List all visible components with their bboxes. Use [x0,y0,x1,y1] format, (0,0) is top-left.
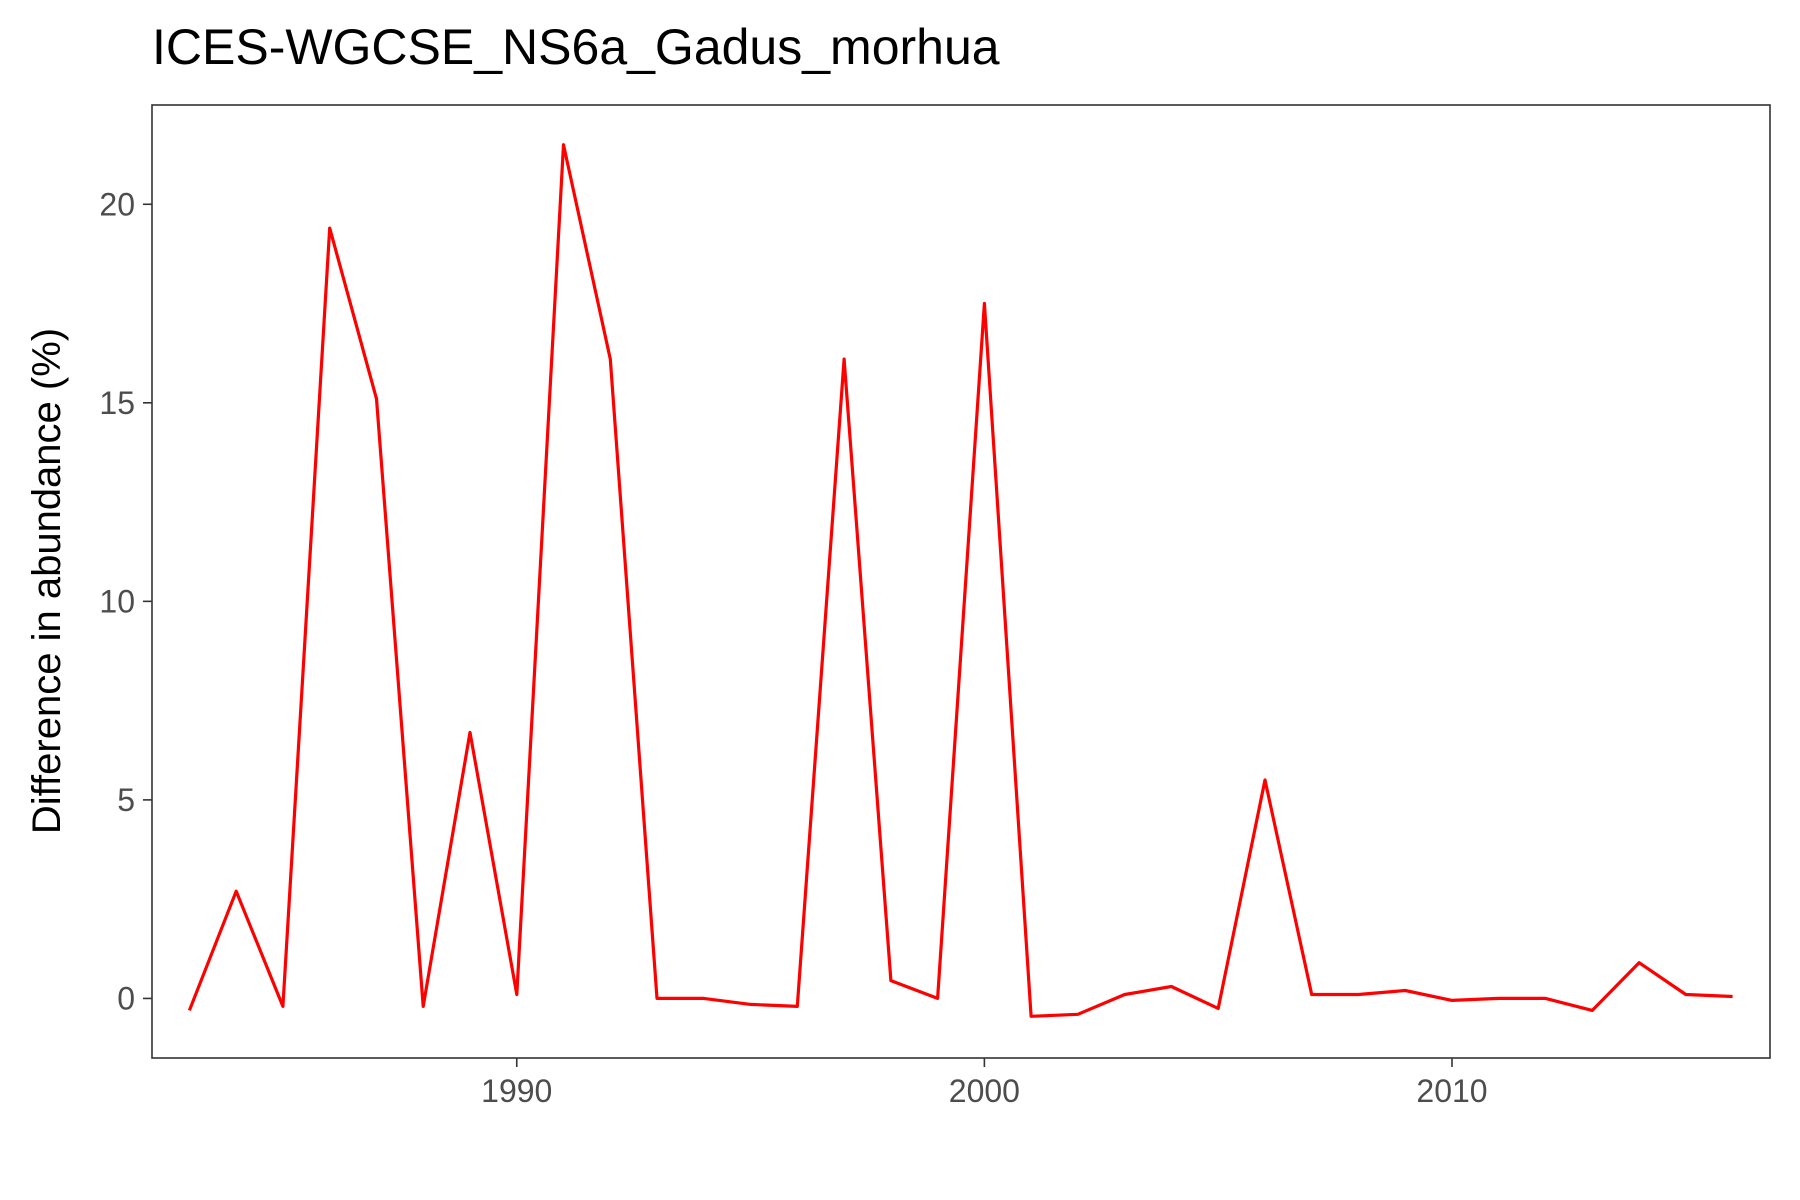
x-tick-label: 2000 [949,1073,1020,1109]
y-tick-label: 15 [99,385,135,421]
y-tick-label: 20 [99,186,135,222]
y-tick-label: 10 [99,583,135,619]
y-tick-label: 0 [117,980,135,1016]
y-axis-title: Difference in abundance (%) [25,328,69,834]
x-axis: 1990 2000 2010 [481,1058,1488,1109]
x-tick-label: 2010 [1416,1073,1487,1109]
series-line [187,143,1733,1018]
series-layer [187,143,1733,1018]
y-tick-label: 5 [117,782,135,818]
x-tick-label: 1990 [481,1073,552,1109]
plot-panel [151,104,1771,1059]
chart-title: ICES-WGCSE_NS6a_Gadus_morhua [152,19,1000,75]
y-axis: 0 5 10 15 20 [99,186,152,1016]
